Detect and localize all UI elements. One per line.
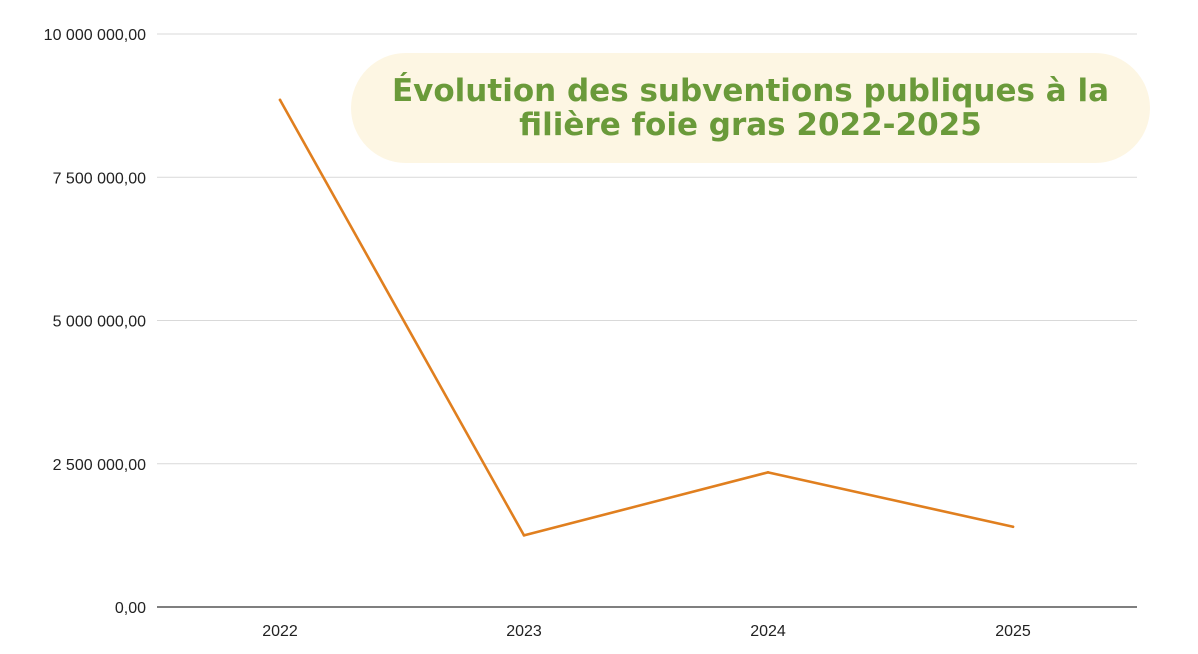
y-tick-label: 2 500 000,00 [53, 457, 147, 474]
data-point [522, 534, 526, 537]
series-layer [278, 98, 1015, 537]
x-tick-label: 2023 [506, 623, 542, 640]
x-tick-label: 2024 [750, 623, 786, 640]
data-point [766, 471, 770, 474]
x-tick-label: 2022 [262, 623, 298, 640]
y-tick-label: 10 000 000,00 [44, 27, 146, 44]
chart-title-line-2: filière foie gras 2022-2025 [519, 107, 982, 143]
data-point [1011, 525, 1015, 529]
y-axis-tick-labels: 0,00 2 500 000,00 5 000 000,00 7 500 000,00… [44, 27, 146, 617]
x-axis-tick-labels: 2022 2023 2024 2025 [262, 623, 1031, 640]
y-tick-label: 5 000 000,00 [53, 314, 147, 331]
gridlines [157, 33, 1137, 608]
y-tick-label: 7 500 000,00 [53, 170, 147, 187]
x-tick-label: 2025 [995, 623, 1031, 640]
series-line [278, 98, 1015, 537]
chart-title-box: Évolution des subventions publiques à la… [351, 53, 1150, 163]
data-point [278, 98, 282, 102]
chart-title-line-1: Évolution des subventions publiques à la [392, 73, 1109, 109]
y-tick-label: 0,00 [115, 600, 146, 617]
